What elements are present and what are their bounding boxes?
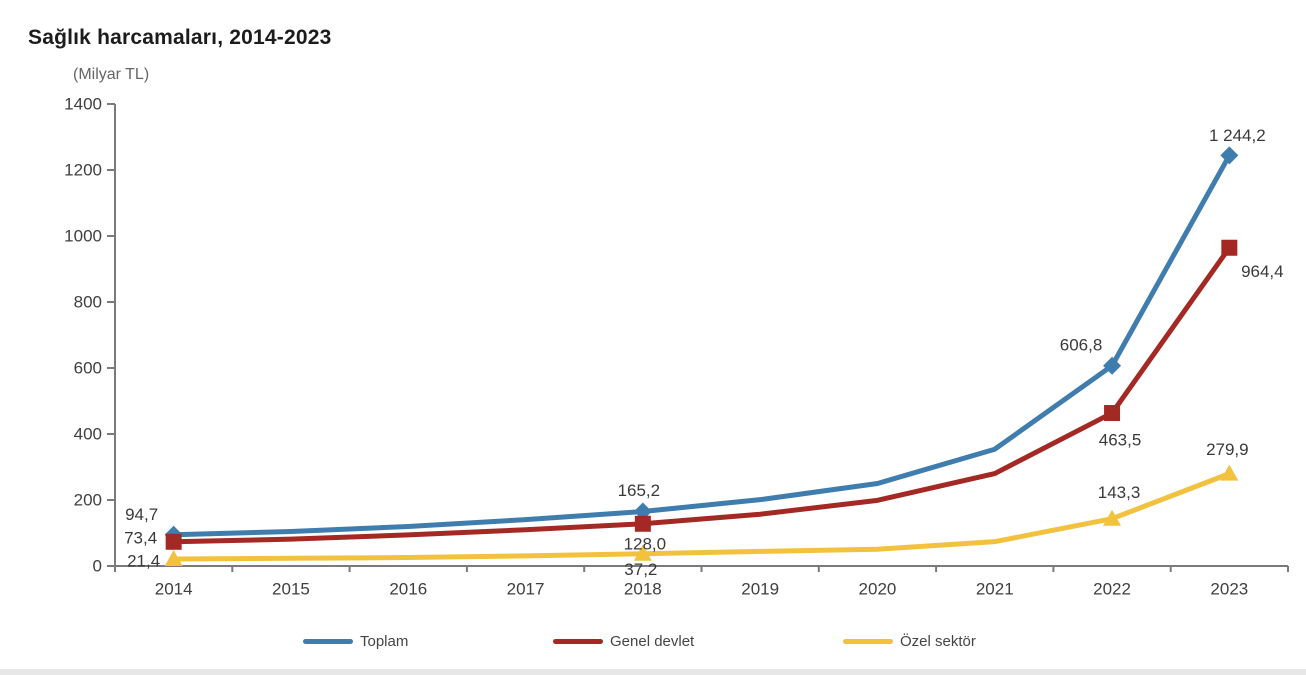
x-axis-tick-label: 2019	[741, 580, 779, 599]
series-marker-genel-devlet	[634, 515, 651, 532]
x-axis-tick-label: 2014	[155, 580, 193, 599]
data-label: 606,8	[1060, 335, 1103, 354]
data-label: 37,2	[624, 560, 657, 579]
legend-item-toplam: Toplam	[303, 631, 408, 651]
x-axis-tick-label: 2016	[389, 580, 427, 599]
legend-label: Genel devlet	[610, 632, 695, 650]
y-axis-tick-label: 1200	[64, 161, 102, 180]
y-axis-tick-label: 1000	[64, 227, 102, 246]
series-line-genel-devlet	[171, 245, 1232, 545]
data-label: 94,7	[125, 505, 158, 524]
legend-swatch-toplam	[303, 638, 353, 644]
y-axis-tick-label: 200	[74, 491, 102, 510]
series-marker-genel-devlet	[165, 533, 182, 550]
y-axis-tick-label: 800	[74, 293, 102, 312]
data-label: 143,3	[1098, 483, 1141, 502]
x-axis-tick-label: 2017	[507, 580, 545, 599]
data-label: 128,0	[624, 534, 667, 553]
x-axis-tick-label: 2018	[624, 580, 662, 599]
legend-swatch-genel-devlet	[553, 638, 603, 644]
y-axis-tick-label: 0	[93, 557, 102, 576]
data-label: 463,5	[1099, 431, 1142, 450]
y-axis-tick-label: 1400	[64, 95, 102, 114]
chart-legend: Toplam Genel devlet Özel sektör	[0, 631, 1306, 651]
legend-swatch-ozel-sektor	[843, 638, 893, 644]
series-marker-ozel-sektor	[1220, 464, 1239, 481]
y-axis-tick-label: 400	[74, 425, 102, 444]
chart-unit-label: (Milyar TL)	[73, 66, 150, 83]
x-axis-tick-label: 2020	[859, 580, 897, 599]
data-label: 964,4	[1241, 262, 1284, 281]
x-axis-tick-label: 2021	[976, 580, 1014, 599]
series-marker-genel-devlet	[1104, 405, 1121, 422]
chart-title: Sağlık harcamaları, 2014-2023	[28, 26, 332, 49]
series-marker-ozel-sektor	[164, 549, 183, 566]
series-marker-ozel-sektor	[1103, 509, 1122, 526]
data-label: 165,2	[618, 481, 661, 500]
data-label: 1 244,2	[1209, 126, 1266, 145]
data-label: 73,4	[124, 528, 157, 547]
bottom-divider	[0, 669, 1306, 675]
data-label: 279,9	[1206, 440, 1249, 459]
series-line-toplam	[171, 152, 1232, 538]
legend-label: Toplam	[360, 632, 409, 650]
y-axis-tick-label: 600	[74, 359, 102, 378]
legend-item-ozel-sektor: Özel sektör	[843, 631, 976, 651]
x-axis-tick-label: 2015	[272, 580, 310, 599]
data-label: 21,4	[127, 551, 160, 570]
series-marker-toplam	[1103, 356, 1122, 375]
series-marker-ozel-sektor	[633, 544, 652, 561]
series-line-ozel-sektor	[171, 471, 1232, 562]
legend-item-genel-devlet: Genel devlet	[553, 631, 694, 651]
series-marker-toplam	[1220, 146, 1239, 165]
x-axis-tick-label: 2022	[1093, 580, 1131, 599]
x-axis-tick-label: 2023	[1210, 580, 1248, 599]
series-marker-genel-devlet	[1221, 239, 1238, 256]
legend-label: Özel sektör	[900, 632, 976, 650]
